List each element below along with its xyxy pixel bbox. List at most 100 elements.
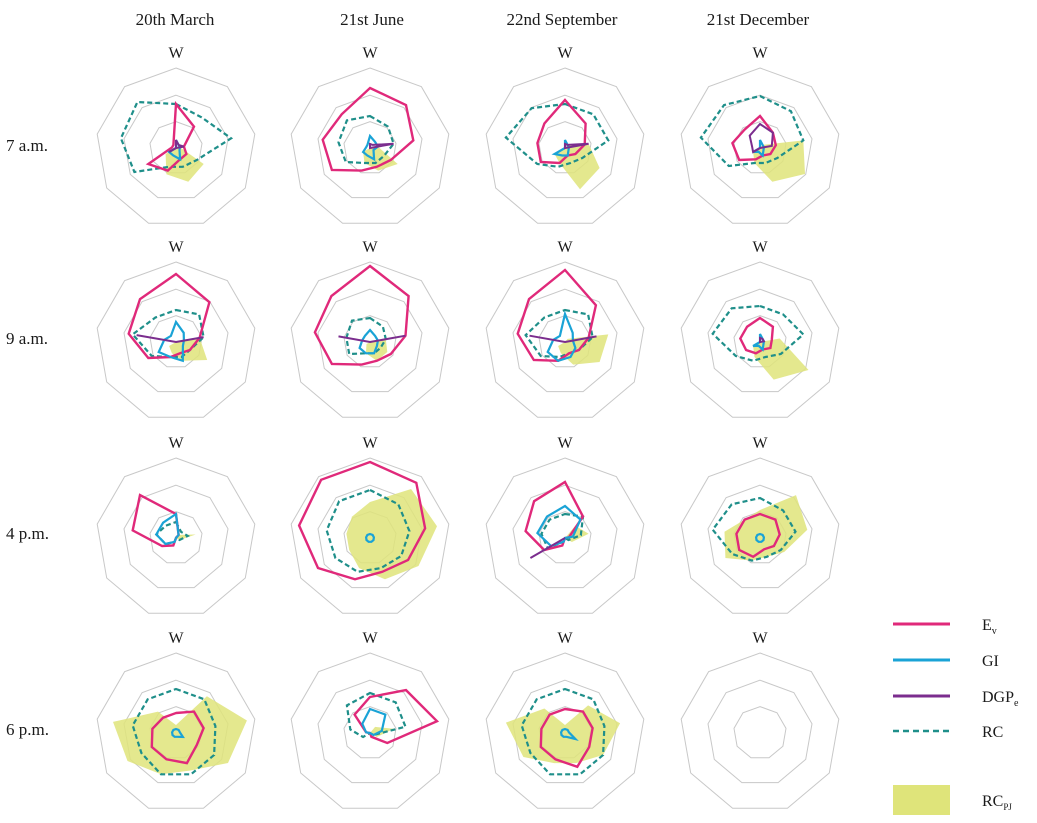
radar-cell: W bbox=[680, 239, 840, 418]
grid-ring bbox=[707, 94, 813, 199]
grid-ring bbox=[680, 457, 840, 614]
ev-line bbox=[731, 114, 778, 162]
ev-line bbox=[738, 316, 775, 355]
ev-line bbox=[131, 493, 180, 548]
legend-gi-label: GI bbox=[982, 653, 999, 670]
direction-label: W bbox=[752, 630, 768, 647]
grid-ring bbox=[123, 288, 229, 393]
column-header-1: 20th March bbox=[136, 10, 215, 29]
grid-ring bbox=[96, 67, 256, 224]
rc-line bbox=[520, 687, 606, 776]
column-header-3: 22nd September bbox=[507, 10, 618, 29]
grid-ring bbox=[512, 484, 618, 589]
gi-line bbox=[364, 532, 376, 543]
rcpj-area bbox=[724, 495, 808, 561]
rc-line bbox=[699, 94, 805, 168]
dgp-line bbox=[529, 537, 566, 559]
dgp-line bbox=[564, 142, 589, 150]
rc-line bbox=[711, 496, 797, 562]
direction-label: W bbox=[362, 435, 378, 452]
grid-ring bbox=[317, 94, 423, 199]
dgp-line bbox=[338, 334, 406, 344]
radar-cell: W bbox=[680, 630, 840, 809]
column-header-4: 21st December bbox=[707, 10, 810, 29]
grid-ring bbox=[485, 67, 645, 224]
direction-label: W bbox=[557, 45, 573, 62]
radar-cell: W bbox=[485, 630, 645, 809]
gi-line bbox=[358, 328, 380, 355]
rc-line bbox=[325, 488, 411, 573]
grid-ring bbox=[96, 457, 256, 614]
grid-ring bbox=[680, 652, 840, 809]
grid-ring bbox=[538, 315, 592, 368]
gi-line bbox=[154, 512, 180, 546]
grid-ring bbox=[343, 121, 397, 174]
grid-ring bbox=[317, 679, 423, 784]
rc-line bbox=[119, 100, 234, 174]
direction-label: W bbox=[168, 239, 184, 256]
radar-cell: W bbox=[485, 239, 645, 418]
dgp-line bbox=[136, 334, 204, 344]
radar-cell: W bbox=[680, 435, 840, 614]
ev-line bbox=[539, 707, 594, 769]
legend-rcpj-label: RCPJ bbox=[982, 793, 1012, 812]
rcpj-area bbox=[753, 140, 805, 182]
dgp-line bbox=[168, 139, 185, 153]
column-header-2: 21st June bbox=[340, 10, 404, 29]
gi-line bbox=[361, 707, 387, 737]
grid-ring bbox=[123, 484, 229, 589]
ev-line bbox=[150, 710, 205, 765]
grid-ring bbox=[96, 261, 256, 418]
radar-plots: W W W W W W W W W W W W W W W W bbox=[96, 45, 840, 809]
row-label-2: 9 a.m. bbox=[6, 329, 48, 348]
grid-ring bbox=[538, 121, 592, 174]
grid-ring bbox=[485, 652, 645, 809]
radar-cell: W bbox=[680, 45, 840, 224]
grid-ring bbox=[538, 511, 592, 564]
grid-ring bbox=[512, 679, 618, 784]
dgp-line bbox=[369, 142, 394, 150]
direction-label: W bbox=[557, 435, 573, 452]
grid-ring bbox=[123, 94, 229, 199]
dgp-line bbox=[759, 336, 766, 344]
gi-line bbox=[170, 727, 185, 739]
dgp-line bbox=[748, 122, 774, 154]
radar-cell: W bbox=[96, 239, 256, 418]
ev-line bbox=[516, 268, 598, 363]
grid-ring bbox=[512, 94, 618, 199]
grid-ring bbox=[485, 261, 645, 418]
legend-dgp-label: DGPe bbox=[982, 689, 1019, 709]
radar-cell: W bbox=[290, 239, 450, 418]
ev-line bbox=[297, 460, 427, 581]
legend-rc-label: RC bbox=[982, 724, 1003, 741]
row-label-3: 4 p.m. bbox=[6, 524, 49, 543]
grid-ring bbox=[707, 288, 813, 393]
grid-ring bbox=[733, 315, 787, 368]
gi-line bbox=[536, 504, 582, 548]
rc-line bbox=[711, 304, 805, 362]
ev-line bbox=[321, 86, 415, 172]
direction-label: W bbox=[168, 435, 184, 452]
rc-line bbox=[131, 308, 205, 359]
grid-ring bbox=[707, 484, 813, 589]
ev-line bbox=[145, 100, 196, 172]
grid-ring bbox=[96, 652, 256, 809]
gi-line bbox=[559, 727, 579, 741]
direction-label: W bbox=[752, 435, 768, 452]
ev-line bbox=[353, 688, 440, 745]
rc-line bbox=[131, 687, 217, 776]
direction-label: W bbox=[362, 45, 378, 62]
ev-line bbox=[536, 98, 587, 165]
grid-ring bbox=[317, 288, 423, 393]
direction-label: W bbox=[752, 45, 768, 62]
gi-line bbox=[754, 532, 766, 543]
grid-ring bbox=[485, 457, 645, 614]
gi-line bbox=[546, 310, 577, 363]
radar-cell: W bbox=[290, 45, 450, 224]
grid-ring bbox=[707, 679, 813, 784]
radar-cell: W bbox=[485, 45, 645, 224]
direction-label: W bbox=[168, 45, 184, 62]
grid-ring bbox=[290, 261, 450, 418]
legend: Ev GI DGPe RC RCPJ bbox=[893, 617, 1019, 815]
